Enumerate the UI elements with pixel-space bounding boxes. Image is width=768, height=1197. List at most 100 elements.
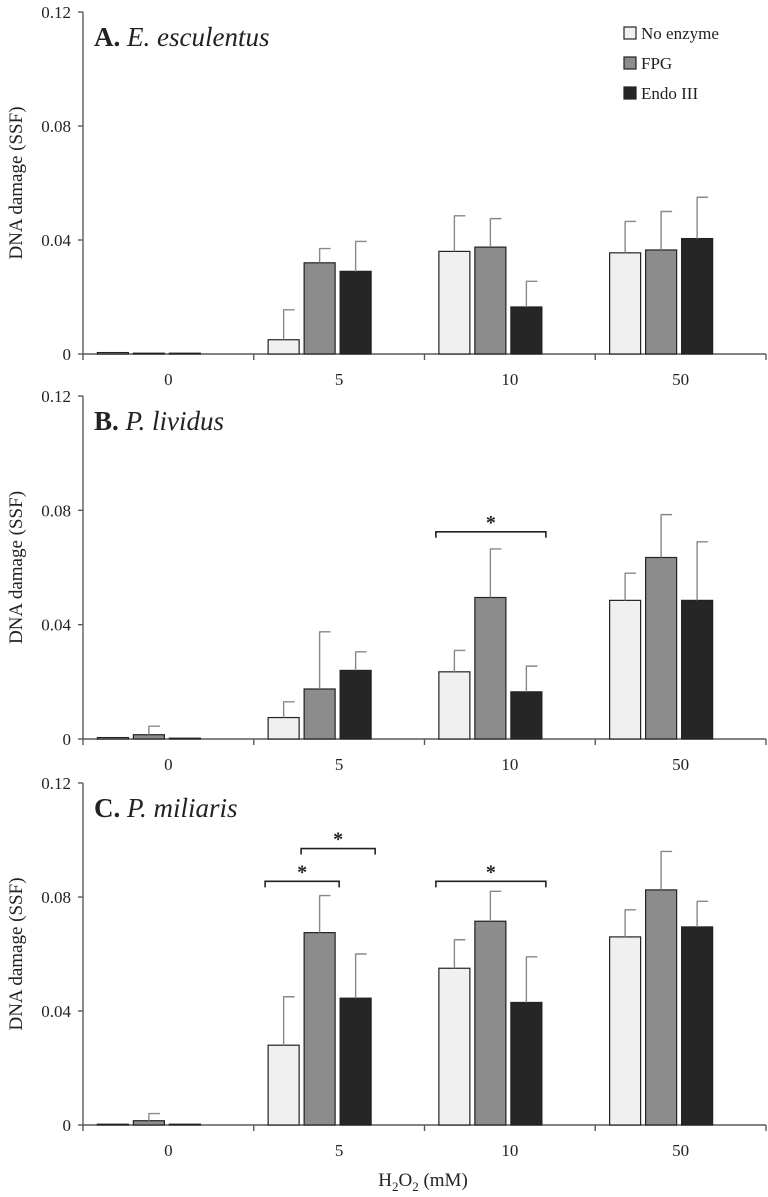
legend-label-fpg: FPG bbox=[641, 54, 672, 73]
y-tick-label: 0.08 bbox=[41, 888, 71, 907]
error-bar-fpg-10 bbox=[489, 548, 502, 598]
bar-no-enzyme-5 bbox=[267, 1044, 300, 1126]
bar-fpg-50 bbox=[645, 889, 678, 1126]
panel-letter: B. bbox=[94, 406, 126, 436]
x-label-sub: 2 bbox=[392, 1179, 399, 1194]
error-bar-endo-iii-10 bbox=[525, 280, 538, 307]
x-tick-label: 10 bbox=[501, 370, 518, 389]
error-bar-no-enzyme-10 bbox=[453, 939, 466, 969]
bar-no-enzyme-0 bbox=[96, 1123, 129, 1126]
x-tick-label: 50 bbox=[672, 370, 689, 389]
y-tick-label: 0 bbox=[63, 730, 72, 749]
error-bar-endo-iii-50 bbox=[696, 900, 709, 927]
error-bar-fpg-5 bbox=[318, 631, 331, 689]
bar-no-enzyme-10 bbox=[438, 671, 471, 740]
error-bar-endo-iii-10 bbox=[525, 665, 538, 692]
significance-star: * bbox=[486, 512, 496, 534]
significance-bracket bbox=[300, 847, 376, 855]
error-bar-endo-iii-50 bbox=[696, 196, 709, 239]
error-bar-endo-iii-50 bbox=[696, 541, 709, 601]
significance-star: * bbox=[333, 829, 343, 851]
y-tick-label: 0.08 bbox=[41, 117, 71, 136]
bar-fpg-50 bbox=[645, 556, 678, 740]
x-tick-label: 5 bbox=[335, 1141, 344, 1160]
x-label-h: H bbox=[378, 1170, 392, 1191]
bar-endo-iii-10 bbox=[510, 1001, 543, 1126]
error-bar-no-enzyme-50 bbox=[624, 220, 637, 253]
error-bar-fpg-5 bbox=[318, 247, 331, 263]
bar-fpg-10 bbox=[474, 596, 507, 740]
bar-endo-iii-50 bbox=[681, 237, 714, 355]
legend-label-no-enzyme: No enzyme bbox=[641, 24, 719, 43]
bar-endo-iii-0 bbox=[168, 352, 201, 355]
y-axis-label: DNA damage (SSF) bbox=[6, 106, 27, 259]
significance-bracket bbox=[435, 880, 547, 888]
panel-letter: C. bbox=[94, 793, 127, 823]
panel-b: 0 0.04 0.08 0.12 0 5 10 50 DNA damage (SSF) B. P.… bbox=[6, 387, 767, 774]
y-tick-label: 0 bbox=[63, 1116, 72, 1135]
x-tick-label: 10 bbox=[501, 755, 518, 774]
error-bar-fpg-0 bbox=[148, 1112, 160, 1121]
bar-endo-iii-10 bbox=[510, 306, 543, 355]
error-bar-fpg-50 bbox=[660, 850, 673, 890]
x-tick-label: 0 bbox=[164, 370, 173, 389]
error-bar-no-enzyme-10 bbox=[453, 215, 466, 252]
panel-title: C. P. miliaris bbox=[94, 793, 238, 823]
bar-endo-iii-50 bbox=[681, 599, 714, 740]
error-bar-no-enzyme-5 bbox=[282, 309, 295, 340]
error-bar-fpg-50 bbox=[660, 210, 673, 250]
error-bar-no-enzyme-10 bbox=[453, 649, 466, 672]
error-bar-no-enzyme-5 bbox=[282, 701, 295, 718]
legend-swatch-fpg bbox=[623, 56, 637, 70]
bar-fpg-50 bbox=[645, 249, 678, 355]
y-tick-label: 0.12 bbox=[41, 387, 71, 406]
error-bar-no-enzyme-50 bbox=[624, 572, 637, 601]
bar-fpg-5 bbox=[303, 262, 336, 355]
bar-endo-iii-0 bbox=[168, 1123, 201, 1126]
x-tick-label: 5 bbox=[335, 370, 344, 389]
bar-no-enzyme-10 bbox=[438, 967, 471, 1126]
error-bar-fpg-10 bbox=[489, 217, 502, 248]
bar-fpg-10 bbox=[474, 920, 507, 1126]
error-bar-endo-iii-5 bbox=[354, 240, 367, 272]
bar-endo-iii-5 bbox=[339, 669, 372, 740]
significance-star: * bbox=[297, 861, 307, 883]
error-bar-fpg-0 bbox=[148, 725, 160, 735]
error-bar-endo-iii-5 bbox=[354, 953, 367, 999]
bar-no-enzyme-50 bbox=[609, 936, 642, 1126]
error-bar-fpg-10 bbox=[489, 890, 502, 922]
error-bar-endo-iii-5 bbox=[354, 651, 367, 671]
error-bar-no-enzyme-5 bbox=[282, 996, 295, 1046]
x-tick-label: 50 bbox=[672, 755, 689, 774]
significance-bracket bbox=[264, 880, 340, 888]
panel-species: P. lividus bbox=[125, 406, 225, 436]
bar-fpg-10 bbox=[474, 246, 507, 355]
bar-fpg-0 bbox=[132, 734, 165, 740]
x-label-unit: (mM) bbox=[419, 1170, 468, 1191]
significance-star: * bbox=[486, 861, 496, 883]
panel-a: 0 0.04 0.08 0.12 0 5 10 50 DNA damage (SSF) A. E.… bbox=[6, 3, 767, 389]
y-axis-label: DNA damage (SSF) bbox=[6, 877, 27, 1030]
error-bar-fpg-5 bbox=[318, 894, 331, 933]
x-axis-label: H2O2 (mM) bbox=[378, 1170, 468, 1194]
bar-no-enzyme-0 bbox=[96, 736, 129, 740]
panel-letter: A. bbox=[94, 22, 127, 52]
x-tick-label: 5 bbox=[335, 755, 344, 774]
legend-label-endo-iii: Endo III bbox=[641, 84, 698, 103]
error-bar-endo-iii-10 bbox=[525, 956, 538, 1003]
bar-endo-iii-5 bbox=[339, 997, 372, 1126]
x-label-sub2: 2 bbox=[412, 1179, 419, 1194]
y-tick-label: 0.04 bbox=[41, 1002, 71, 1021]
x-tick-label: 50 bbox=[672, 1141, 689, 1160]
y-tick-label: 0.04 bbox=[41, 231, 71, 250]
y-tick-label: 0.04 bbox=[41, 616, 71, 635]
panel-c: 0 0.04 0.08 0.12 0 5 10 50 DNA damage (SSF) C. P.… bbox=[6, 774, 767, 1160]
y-tick-label: 0.08 bbox=[41, 501, 71, 520]
panel-species: E. esculentus bbox=[126, 22, 269, 52]
bar-fpg-0 bbox=[132, 352, 165, 355]
x-tick-label: 0 bbox=[164, 755, 173, 774]
legend: No enzyme FPG Endo III bbox=[623, 24, 719, 103]
error-bar-fpg-50 bbox=[660, 513, 673, 558]
